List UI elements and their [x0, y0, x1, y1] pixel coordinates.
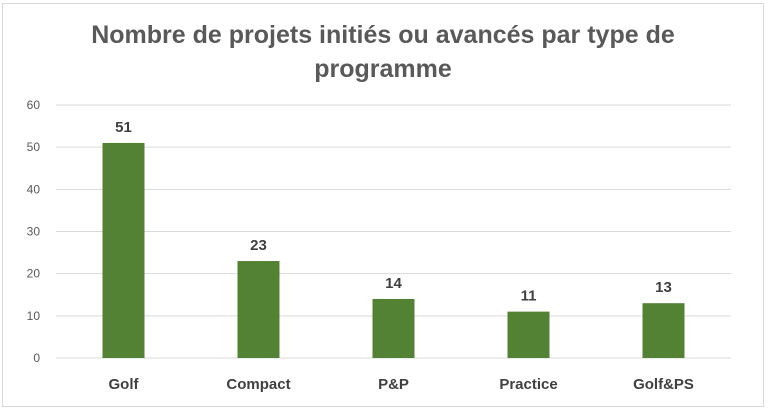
bar — [102, 142, 145, 358]
bar — [237, 261, 280, 358]
bar — [642, 303, 685, 358]
x-axis-categories: Golf Compact P&P Practice Golf&PS — [109, 376, 694, 393]
bar-value-label: 51 — [115, 119, 132, 136]
bar-value-label: 14 — [385, 275, 402, 292]
y-tick-label: 20 — [27, 267, 41, 281]
bar-value-label: 11 — [521, 288, 537, 305]
y-tick-label: 30 — [27, 225, 41, 239]
category-label: Golf&PS — [633, 376, 694, 393]
gridlines — [56, 104, 731, 359]
y-tick-label: 50 — [27, 140, 41, 154]
bars — [102, 142, 685, 358]
category-label: P&P — [378, 376, 409, 393]
category-label: Golf — [109, 376, 140, 393]
bar — [372, 298, 415, 358]
y-tick-label: 60 — [27, 98, 41, 112]
bar-value-label: 23 — [250, 237, 267, 254]
y-tick-label: 0 — [33, 351, 40, 365]
chart-title: Nombre de projets initiés ou avancés par… — [91, 21, 675, 83]
category-label: Compact — [226, 376, 290, 393]
y-tick-label: 10 — [27, 309, 41, 323]
y-tick-label: 40 — [27, 182, 41, 196]
data-labels: 51 23 14 11 13 — [115, 119, 672, 305]
bar-value-label: 13 — [655, 279, 672, 296]
bar — [507, 311, 550, 358]
y-axis-ticks: 0 10 20 30 40 50 60 — [27, 98, 41, 365]
category-label: Practice — [499, 376, 557, 393]
